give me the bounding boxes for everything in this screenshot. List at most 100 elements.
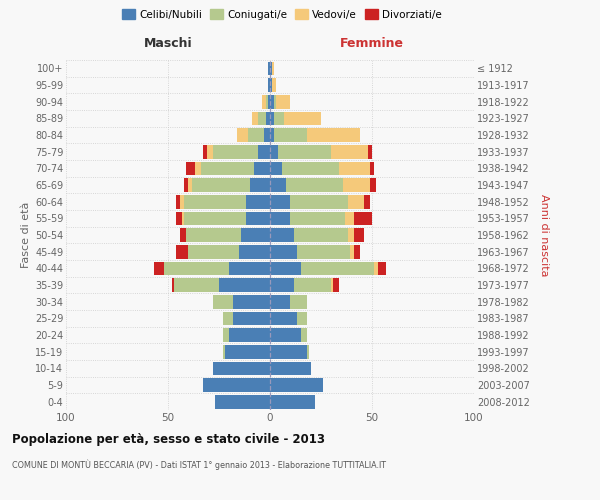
Bar xyxy=(353,228,364,242)
Bar xyxy=(188,178,193,192)
Bar xyxy=(219,278,270,292)
Legend: Celibi/Nubili, Coniugati/e, Vedovi/e, Divorziati/e: Celibi/Nubili, Coniugati/e, Vedovi/e, Di… xyxy=(118,5,446,24)
Bar xyxy=(282,162,340,175)
Bar xyxy=(164,262,229,275)
Bar xyxy=(296,312,307,325)
Bar xyxy=(374,262,378,275)
Bar xyxy=(207,145,213,158)
Bar xyxy=(274,95,276,108)
Bar xyxy=(278,145,331,158)
Bar xyxy=(258,145,270,158)
Bar xyxy=(182,212,184,225)
Bar xyxy=(270,328,301,342)
Bar xyxy=(154,262,164,275)
Bar xyxy=(270,312,296,325)
Bar xyxy=(272,62,274,75)
Bar xyxy=(350,245,353,258)
Bar xyxy=(331,278,333,292)
Bar xyxy=(245,212,270,225)
Bar xyxy=(295,278,331,292)
Bar xyxy=(248,128,264,142)
Bar xyxy=(270,362,311,375)
Text: Femmine: Femmine xyxy=(340,37,404,50)
Y-axis label: Anni di nascita: Anni di nascita xyxy=(539,194,549,276)
Bar xyxy=(343,178,370,192)
Bar xyxy=(213,362,270,375)
Bar xyxy=(188,245,239,258)
Bar xyxy=(213,145,258,158)
Bar xyxy=(172,278,174,292)
Bar xyxy=(286,178,343,192)
Bar xyxy=(270,245,296,258)
Bar xyxy=(340,162,370,175)
Bar xyxy=(331,145,368,158)
Bar xyxy=(270,128,274,142)
Bar xyxy=(184,178,188,192)
Bar xyxy=(370,178,376,192)
Bar xyxy=(270,62,272,75)
Bar xyxy=(368,145,372,158)
Bar xyxy=(194,162,200,175)
Bar xyxy=(347,195,364,208)
Bar xyxy=(241,228,270,242)
Bar xyxy=(333,278,340,292)
Y-axis label: Fasce di età: Fasce di età xyxy=(20,202,31,268)
Bar xyxy=(364,195,370,208)
Bar xyxy=(307,128,360,142)
Bar xyxy=(215,395,270,408)
Bar xyxy=(203,145,207,158)
Bar xyxy=(346,212,353,225)
Bar xyxy=(184,195,245,208)
Bar xyxy=(370,162,374,175)
Bar xyxy=(268,95,270,108)
Bar xyxy=(229,328,270,342)
Bar xyxy=(290,295,307,308)
Bar xyxy=(272,78,276,92)
Bar xyxy=(176,212,182,225)
Bar xyxy=(270,78,272,92)
Bar xyxy=(187,162,194,175)
Bar xyxy=(270,145,278,158)
Bar xyxy=(223,345,225,358)
Bar xyxy=(353,245,360,258)
Bar xyxy=(270,295,290,308)
Bar xyxy=(270,95,274,108)
Bar xyxy=(270,228,295,242)
Bar xyxy=(270,212,290,225)
Bar xyxy=(270,195,290,208)
Bar xyxy=(193,178,250,192)
Bar xyxy=(264,128,270,142)
Bar xyxy=(233,295,270,308)
Bar xyxy=(254,162,270,175)
Bar xyxy=(229,262,270,275)
Text: Popolazione per età, sesso e stato civile - 2013: Popolazione per età, sesso e stato civil… xyxy=(12,432,325,446)
Bar xyxy=(274,128,307,142)
Bar xyxy=(274,112,284,125)
Bar xyxy=(223,312,233,325)
Bar xyxy=(268,62,270,75)
Bar xyxy=(238,128,248,142)
Bar xyxy=(180,195,184,208)
Bar xyxy=(245,195,270,208)
Bar xyxy=(270,378,323,392)
Bar xyxy=(239,245,270,258)
Bar xyxy=(270,162,282,175)
Bar xyxy=(250,178,270,192)
Text: Maschi: Maschi xyxy=(143,37,193,50)
Bar xyxy=(213,295,233,308)
Text: COMUNE DI MONTÙ BECCARIA (PV) - Dati ISTAT 1° gennaio 2013 - Elaborazione TUTTIT: COMUNE DI MONTÙ BECCARIA (PV) - Dati IST… xyxy=(12,459,386,469)
Bar xyxy=(233,312,270,325)
Bar xyxy=(378,262,386,275)
Bar xyxy=(290,195,347,208)
Bar xyxy=(347,228,353,242)
Bar xyxy=(266,95,268,108)
Bar xyxy=(270,345,307,358)
Bar xyxy=(266,112,270,125)
Bar xyxy=(200,162,254,175)
Bar xyxy=(276,95,290,108)
Bar xyxy=(176,245,188,258)
Bar xyxy=(301,328,307,342)
Bar xyxy=(176,195,180,208)
Bar xyxy=(223,328,229,342)
Bar xyxy=(270,278,295,292)
